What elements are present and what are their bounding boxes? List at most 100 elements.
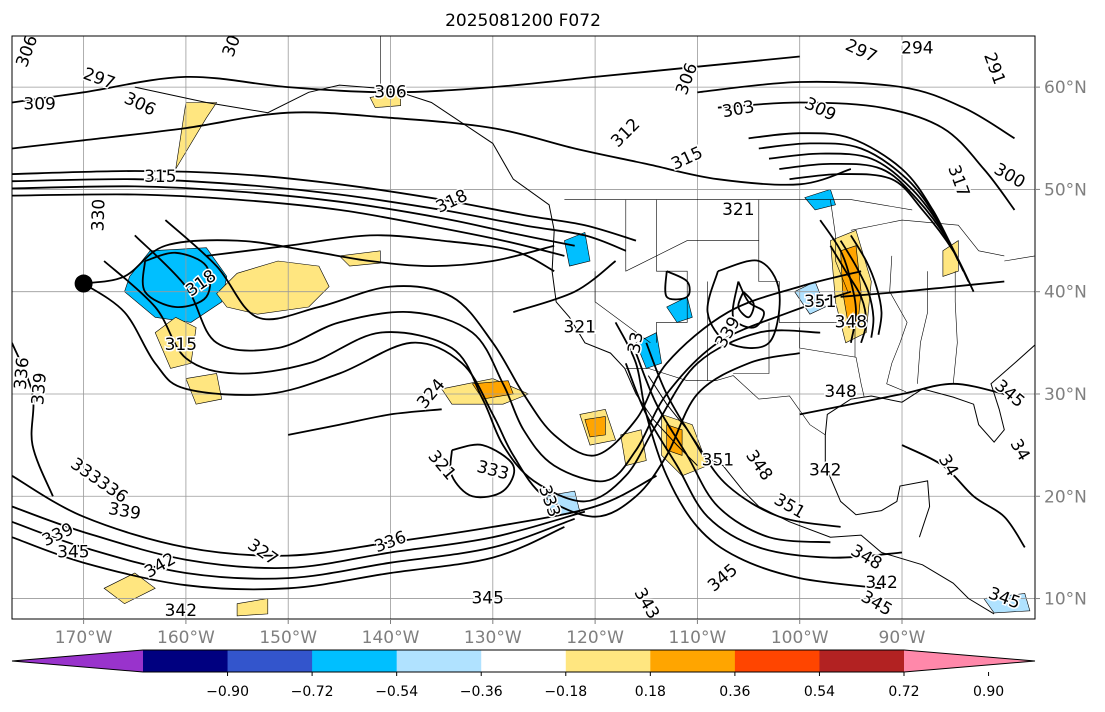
contour-line	[840, 280, 1005, 298]
colorbar-extend-high	[904, 650, 1035, 672]
y-tick-label: 50°N	[1044, 180, 1087, 200]
shaded-region	[620, 429, 647, 466]
x-tick-label: 160°W	[157, 628, 215, 648]
contour-line	[449, 443, 516, 499]
contour-line	[768, 152, 965, 272]
contour-line	[12, 178, 627, 252]
shaded-region	[216, 260, 330, 315]
y-tick-label: 30°N	[1044, 385, 1087, 405]
contour-line	[12, 474, 657, 557]
colorbar-segment	[734, 650, 820, 672]
contour-line	[513, 260, 617, 314]
x-tick-label: 100°W	[771, 628, 829, 648]
contour-line	[779, 162, 970, 282]
shaded-region	[564, 231, 591, 267]
colorbar-tick-label: −0.72	[291, 684, 334, 700]
contour-label: 321	[722, 200, 754, 220]
colorbar-segment	[481, 650, 567, 672]
contour-line	[748, 132, 955, 252]
contour-label: 321	[564, 318, 596, 338]
border-line	[799, 327, 865, 398]
y-tick-label: 10°N	[1044, 590, 1087, 610]
contour-line	[164, 219, 862, 457]
contour-line	[12, 193, 565, 257]
shaded-region	[942, 240, 959, 277]
contour-line	[12, 111, 852, 186]
contour-line	[664, 270, 691, 301]
colorbar-tick-label: −0.36	[460, 684, 503, 700]
contour-line	[288, 408, 442, 436]
border-line	[917, 271, 928, 384]
border-line	[1004, 255, 1035, 262]
contour-line	[799, 382, 1005, 416]
contour-label: 345	[57, 543, 89, 563]
contour-line	[134, 234, 852, 483]
colorbar-tick-label: −0.90	[206, 684, 249, 700]
contour-line	[12, 185, 575, 247]
colorbar-tick-label: 0.72	[888, 684, 919, 700]
contour-line	[706, 259, 781, 349]
colorbar-tick-label: 0.18	[635, 684, 666, 700]
y-tick-label: 60°N	[1044, 78, 1087, 98]
contour-line	[12, 517, 575, 580]
contour-label: 336	[11, 356, 34, 390]
x-tick-label: 170°W	[55, 628, 113, 648]
contour-line	[83, 239, 555, 285]
contour-line	[103, 260, 821, 503]
colorbar-segment	[312, 650, 398, 672]
x-tick-label: 130°W	[464, 628, 522, 648]
contour-line	[731, 281, 765, 329]
contour-label: 306	[374, 82, 406, 102]
border-line	[886, 255, 908, 393]
x-tick-label: 150°W	[259, 628, 317, 648]
contour-label: 345	[471, 589, 503, 609]
contour-label: 342	[865, 573, 897, 593]
x-tick-label: 110°W	[669, 628, 727, 648]
contour-line	[12, 342, 54, 497]
contour-line	[829, 245, 868, 344]
border-line	[733, 322, 770, 374]
border-line	[625, 368, 826, 436]
shaded-region	[666, 296, 693, 323]
colorbar-segment	[227, 650, 313, 672]
contour-line	[737, 291, 755, 319]
y-tick-label: 20°N	[1044, 487, 1087, 507]
colorbar-segment	[143, 650, 229, 672]
colorbar-segment	[819, 650, 905, 672]
political-borders-layer	[379, 36, 1035, 436]
border-line	[850, 219, 1005, 257]
contour-label: 315	[144, 167, 176, 187]
contour-line	[141, 251, 212, 308]
contour-line	[83, 282, 800, 518]
contour-line	[12, 526, 565, 591]
contour-label: 339	[28, 372, 51, 406]
contour-label: 342	[809, 461, 841, 481]
colorbar-outline	[11, 649, 1036, 673]
contour-label: 294	[901, 38, 933, 58]
border-line	[625, 199, 856, 358]
border-line	[564, 199, 913, 211]
contour-line	[717, 101, 1016, 211]
colorbar-segment	[396, 650, 482, 672]
gridlines	[12, 36, 1035, 619]
border-line	[594, 271, 651, 344]
contour-label: 330	[88, 198, 109, 231]
contour-label: 348	[824, 382, 856, 402]
map-frame	[11, 35, 1036, 620]
contour-label: 315	[165, 335, 197, 355]
chart-title: 2025081200 F072	[445, 11, 601, 31]
colorbar-tick-label: 0.54	[804, 684, 835, 700]
coastline	[824, 344, 1035, 443]
contour-line	[758, 142, 960, 262]
colorbar-tick-label: 0.90	[973, 684, 1004, 700]
contour-label: 351	[804, 292, 836, 312]
contour-line	[614, 321, 882, 590]
contour-line	[12, 55, 800, 104]
contour-line	[839, 240, 875, 338]
colorbar-tick-label: 0.36	[719, 684, 750, 700]
coastline	[134, 84, 698, 466]
y-axis-ticks: 60°N 50°N 40°N 30°N 20°N 10°N	[1035, 78, 1087, 610]
colorbar-tick-label: −0.54	[375, 684, 418, 700]
